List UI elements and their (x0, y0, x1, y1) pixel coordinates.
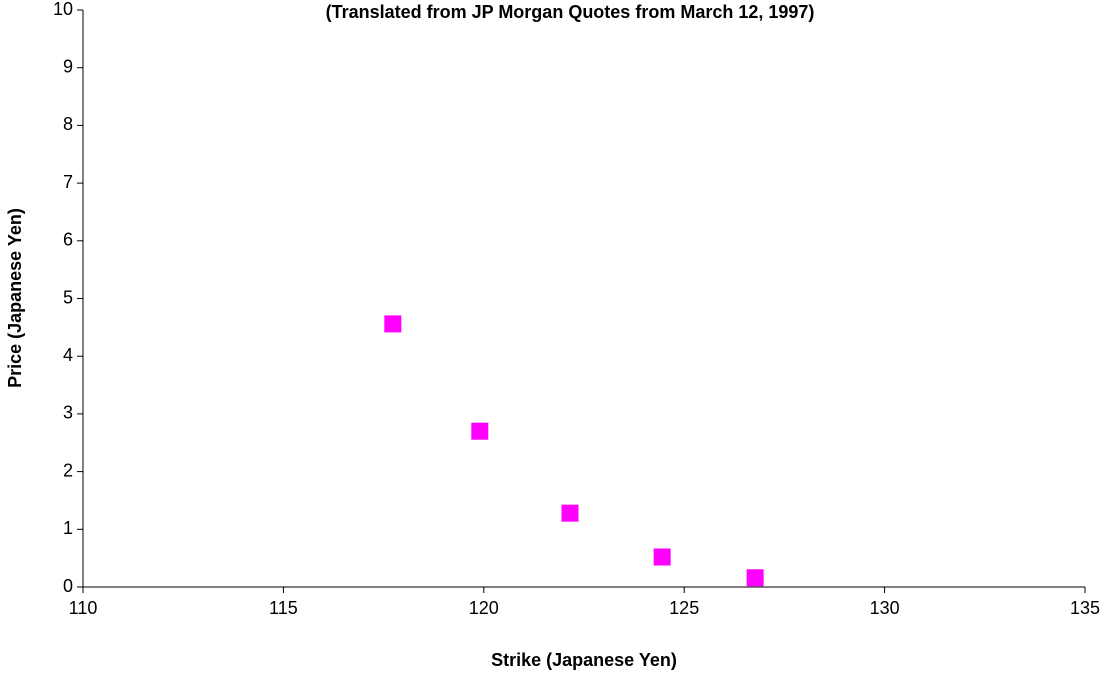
y-axis-label: Price (Japanese Yen) (5, 208, 25, 388)
y-tick-label: 5 (63, 287, 73, 307)
x-tick-label: 115 (269, 598, 298, 618)
x-tick-label: 120 (469, 598, 499, 618)
y-tick-label: 8 (63, 114, 73, 134)
y-tick-label: 10 (53, 0, 73, 19)
y-tick-label: 1 (63, 518, 73, 538)
point (746, 569, 764, 587)
point (471, 422, 489, 440)
point (653, 548, 671, 566)
chart-title: (Translated from JP Morgan Quotes from M… (326, 2, 815, 22)
y-tick-label: 4 (63, 345, 73, 365)
y-tick-label: 0 (63, 576, 73, 596)
point (384, 315, 402, 333)
y-tick-label: 9 (63, 56, 73, 76)
x-tick-label: 135 (1070, 598, 1100, 618)
y-tick-label: 3 (63, 403, 73, 423)
x-tick-label: 110 (69, 598, 98, 618)
x-axis-label: Strike (Japanese Yen) (491, 650, 677, 670)
y-tick-label: 2 (63, 460, 73, 480)
point (561, 504, 579, 522)
y-tick-label: 7 (63, 172, 73, 192)
y-tick-label: 6 (63, 230, 73, 250)
x-tick-label: 130 (870, 598, 900, 618)
x-tick-label: 125 (669, 598, 699, 618)
